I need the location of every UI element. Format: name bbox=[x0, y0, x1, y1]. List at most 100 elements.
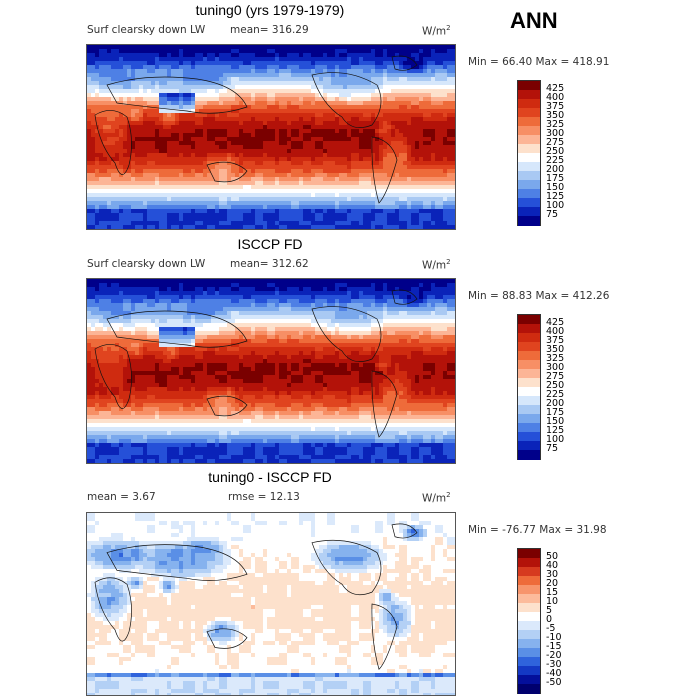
colorbar-swatch bbox=[518, 414, 540, 424]
panel3-mean-label: mean = 3.67 bbox=[87, 491, 156, 503]
panel2-mean-label: mean= 312.62 bbox=[230, 258, 309, 270]
panel2-map bbox=[86, 278, 456, 464]
colorbar-swatch bbox=[518, 558, 540, 568]
colorbar-swatch bbox=[518, 189, 540, 199]
colorbar-tick-label: 125 bbox=[546, 425, 565, 436]
panel1-minmax: Min = 66.40 Max = 418.91 bbox=[468, 56, 610, 68]
colorbar-tick-label: 375 bbox=[546, 101, 565, 112]
panel2-variable-label: Surf clearsky down LW bbox=[87, 258, 206, 270]
colorbar-swatch bbox=[518, 657, 540, 667]
colorbar-swatch bbox=[518, 342, 540, 352]
colorbar-tick-label: 250 bbox=[546, 146, 565, 157]
panel1-map bbox=[86, 44, 456, 230]
panel2-minmax: Min = 88.83 Max = 412.26 bbox=[468, 290, 610, 302]
colorbar-tick-label: -50 bbox=[546, 677, 562, 688]
panel2-title: ISCCP FD bbox=[237, 236, 303, 252]
panel3-units: W/m2 bbox=[422, 491, 451, 505]
colorbar-tick-label: 275 bbox=[546, 137, 565, 148]
colorbar-tick-label: -5 bbox=[546, 623, 556, 634]
colorbar-tick-label: 30 bbox=[546, 569, 559, 580]
colorbar-tick-label: -30 bbox=[546, 659, 562, 670]
colorbar-swatch bbox=[518, 387, 540, 397]
colorbar-swatch bbox=[518, 315, 540, 325]
colorbar-swatch bbox=[518, 612, 540, 622]
colorbar-swatch bbox=[518, 144, 540, 154]
colorbar-tick-label: 200 bbox=[546, 398, 565, 409]
colorbar-swatch bbox=[518, 432, 540, 442]
colorbar-tick-label: 300 bbox=[546, 362, 565, 373]
colorbar-swatch bbox=[518, 675, 540, 685]
panel2-units: W/m2 bbox=[422, 258, 451, 272]
colorbar-tick-label: 20 bbox=[546, 578, 559, 589]
colorbar-tick-label: -15 bbox=[546, 641, 562, 652]
colorbar-swatch bbox=[518, 639, 540, 649]
colorbar-swatch bbox=[518, 378, 540, 388]
panel3-colorbar bbox=[517, 548, 541, 694]
colorbar-tick-label: 350 bbox=[546, 110, 565, 121]
panel2-colorbar bbox=[517, 314, 541, 460]
colorbar-swatch bbox=[518, 369, 540, 379]
colorbar-tick-label: 425 bbox=[546, 317, 565, 328]
colorbar-swatch bbox=[518, 450, 540, 460]
colorbar-tick-label: 50 bbox=[546, 551, 559, 562]
colorbar-swatch bbox=[518, 171, 540, 181]
panel1-units: W/m2 bbox=[422, 24, 451, 38]
colorbar-swatch bbox=[518, 405, 540, 415]
colorbar-tick-label: 40 bbox=[546, 560, 559, 571]
colorbar-tick-label: 200 bbox=[546, 164, 565, 175]
colorbar-tick-label: 125 bbox=[546, 191, 565, 202]
colorbar-swatch bbox=[518, 351, 540, 361]
colorbar-tick-label: 175 bbox=[546, 407, 565, 418]
colorbar-tick-label: 0 bbox=[546, 614, 553, 625]
colorbar-swatch bbox=[518, 441, 540, 451]
panel1-mean-label: mean= 316.29 bbox=[230, 24, 309, 36]
colorbar-swatch bbox=[518, 648, 540, 658]
colorbar-tick-label: 225 bbox=[546, 155, 565, 166]
colorbar-swatch bbox=[518, 135, 540, 145]
panel3-map-field bbox=[87, 513, 455, 695]
colorbar-swatch bbox=[518, 333, 540, 343]
colorbar-swatch bbox=[518, 396, 540, 406]
season-label: ANN bbox=[510, 8, 558, 33]
panel2-map-field bbox=[87, 279, 455, 463]
panel1-map-field bbox=[87, 45, 455, 229]
colorbar-tick-label: 400 bbox=[546, 326, 565, 337]
colorbar-tick-label: 225 bbox=[546, 389, 565, 400]
colorbar-swatch bbox=[518, 594, 540, 604]
colorbar-swatch bbox=[518, 117, 540, 127]
colorbar-swatch bbox=[518, 99, 540, 109]
colorbar-tick-label: 400 bbox=[546, 92, 565, 103]
panel3-rmse-label: rmse = 12.13 bbox=[228, 491, 300, 503]
colorbar-tick-label: -40 bbox=[546, 668, 562, 679]
colorbar-swatch bbox=[518, 684, 540, 694]
colorbar-tick-label: 150 bbox=[546, 182, 565, 193]
colorbar-tick-label: 175 bbox=[546, 173, 565, 184]
colorbar-tick-label: 100 bbox=[546, 200, 565, 211]
colorbar-swatch bbox=[518, 198, 540, 208]
colorbar-tick-label: 250 bbox=[546, 380, 565, 391]
panel3-minmax: Min = -76.77 Max = 31.98 bbox=[468, 524, 607, 536]
colorbar-swatch bbox=[518, 324, 540, 334]
colorbar-swatch bbox=[518, 621, 540, 631]
panel3-title: tuning0 - ISCCP FD bbox=[208, 469, 332, 485]
colorbar-swatch bbox=[518, 549, 540, 559]
colorbar-tick-label: -20 bbox=[546, 650, 562, 661]
colorbar-swatch bbox=[518, 180, 540, 190]
colorbar-swatch bbox=[518, 567, 540, 577]
colorbar-tick-label: 15 bbox=[546, 587, 559, 598]
colorbar-tick-label: 375 bbox=[546, 335, 565, 346]
colorbar-tick-label: 150 bbox=[546, 416, 565, 427]
colorbar-tick-label: 75 bbox=[546, 443, 559, 454]
colorbar-tick-label: -10 bbox=[546, 632, 562, 643]
colorbar-swatch bbox=[518, 162, 540, 172]
colorbar-swatch bbox=[518, 216, 540, 226]
colorbar-swatch bbox=[518, 576, 540, 586]
panel1-title: tuning0 (yrs 1979-1979) bbox=[195, 2, 345, 18]
colorbar-tick-label: 275 bbox=[546, 371, 565, 382]
colorbar-swatch bbox=[518, 108, 540, 118]
colorbar-swatch bbox=[518, 153, 540, 163]
colorbar-tick-label: 325 bbox=[546, 353, 565, 364]
colorbar-swatch bbox=[518, 126, 540, 136]
colorbar-tick-label: 325 bbox=[546, 119, 565, 130]
panel1-colorbar bbox=[517, 80, 541, 226]
